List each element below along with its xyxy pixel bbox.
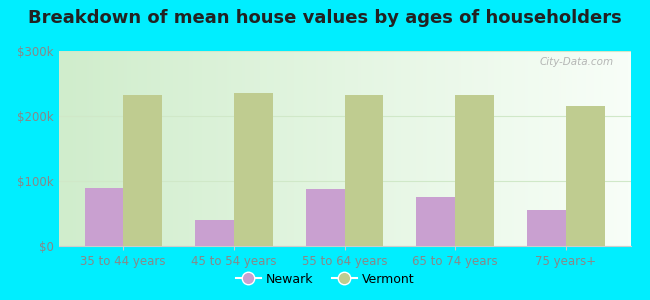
Text: Breakdown of mean house values by ages of householders: Breakdown of mean house values by ages o… xyxy=(28,9,622,27)
Legend: Newark, Vermont: Newark, Vermont xyxy=(231,268,419,291)
Bar xyxy=(306,190,345,246)
Bar xyxy=(455,95,494,246)
Text: City-Data.com: City-Data.com xyxy=(540,57,614,67)
Bar xyxy=(527,210,566,246)
Bar xyxy=(344,94,383,246)
Bar xyxy=(417,197,455,246)
Bar xyxy=(234,93,272,246)
Bar xyxy=(124,95,162,246)
Bar xyxy=(566,106,604,246)
Bar xyxy=(195,220,234,246)
Bar xyxy=(84,188,124,246)
